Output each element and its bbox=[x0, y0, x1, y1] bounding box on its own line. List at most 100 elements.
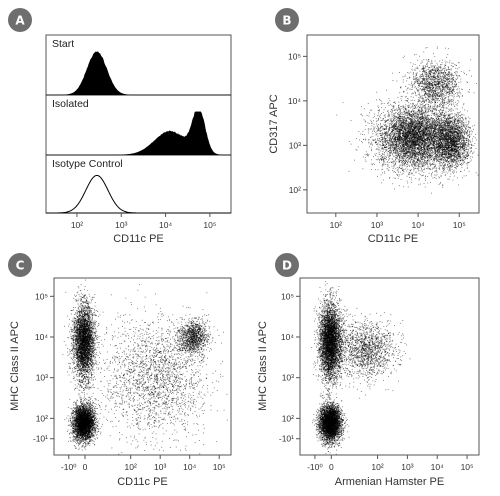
scatter-dot bbox=[397, 156, 398, 157]
scatter-dot bbox=[416, 166, 417, 167]
badge-b: B bbox=[275, 8, 299, 32]
scatter-dot bbox=[428, 106, 429, 107]
scatter-dot bbox=[392, 111, 393, 112]
scatter-dot bbox=[395, 109, 396, 110]
scatter-dot bbox=[432, 108, 433, 109]
scatter-dot bbox=[428, 158, 429, 159]
histogram-isolated bbox=[46, 112, 231, 155]
scatter-dot bbox=[426, 168, 427, 169]
panel-a-x-tick-label: 10⁵ bbox=[203, 220, 216, 230]
scatter-dot bbox=[379, 154, 380, 155]
scatter-dot bbox=[441, 102, 442, 103]
badge-c-label: C bbox=[16, 259, 25, 273]
scatter-dot bbox=[371, 169, 372, 170]
scatter-dot bbox=[444, 161, 445, 162]
scatter-dot bbox=[373, 127, 374, 128]
scatter-dot bbox=[389, 162, 390, 163]
scatter-dot bbox=[409, 166, 410, 167]
scatter-dot bbox=[343, 102, 344, 103]
scatter-dot bbox=[368, 154, 369, 155]
scatter-dot bbox=[415, 178, 416, 179]
scatter-dot bbox=[432, 153, 433, 154]
scatter-dot bbox=[436, 123, 437, 124]
scatter-dot bbox=[432, 151, 433, 152]
scatter-dot bbox=[427, 176, 428, 177]
scatter-dot bbox=[426, 125, 427, 126]
scatter-dot bbox=[445, 175, 446, 176]
histogram-start-label: Start bbox=[52, 38, 74, 50]
scatter-dot bbox=[478, 175, 479, 176]
scatter-dot bbox=[384, 131, 385, 132]
scatter-dot bbox=[378, 169, 379, 170]
scatter-dot bbox=[424, 119, 425, 120]
histogram-isotype-label: Isotype Control bbox=[52, 158, 123, 170]
scatter-dot bbox=[434, 175, 435, 176]
scatter-dot bbox=[433, 158, 434, 159]
scatter-dot bbox=[392, 170, 393, 171]
badge-c: C bbox=[8, 253, 32, 277]
scatter-dot bbox=[380, 151, 381, 152]
scatter-dot bbox=[379, 150, 380, 151]
scatter-dot bbox=[399, 114, 400, 115]
scatter-dot bbox=[402, 166, 403, 167]
scatter-dot bbox=[444, 162, 445, 163]
scatter-dot bbox=[411, 177, 412, 178]
scatter-dot bbox=[383, 149, 384, 150]
scatter-dot bbox=[431, 174, 432, 175]
scatter-dot bbox=[382, 169, 383, 170]
scatter-dot bbox=[385, 124, 386, 125]
scatter-dot bbox=[432, 169, 433, 170]
scatter-dot bbox=[398, 123, 399, 124]
scatter-dot bbox=[419, 173, 420, 174]
scatter-dot bbox=[405, 115, 406, 116]
histogram-start bbox=[46, 52, 231, 95]
scatter-dot bbox=[428, 159, 429, 160]
scatter-dot bbox=[384, 173, 385, 174]
scatter-dot bbox=[380, 100, 381, 101]
scatter-dot bbox=[437, 172, 438, 173]
scatter-dot bbox=[384, 156, 385, 157]
histogram-isotype-control bbox=[46, 175, 231, 213]
scatter-dot bbox=[371, 121, 372, 122]
scatter-dot bbox=[391, 150, 392, 151]
scatter-dot bbox=[375, 154, 376, 155]
scatter-dot bbox=[440, 93, 441, 94]
scatter-dot bbox=[401, 160, 402, 161]
scatter-dot bbox=[398, 172, 399, 173]
scatter-dot bbox=[371, 159, 372, 160]
scatter-dot bbox=[418, 158, 419, 159]
scatter-dot bbox=[336, 115, 337, 116]
scatter-dot bbox=[365, 140, 366, 141]
scatter-dot bbox=[426, 148, 427, 149]
scatter-dot bbox=[436, 108, 437, 109]
scatter-dot bbox=[384, 145, 385, 146]
scatter-dot bbox=[436, 122, 437, 123]
scatter-dot bbox=[381, 139, 382, 140]
scatter-dot bbox=[446, 167, 447, 168]
scatter-dot bbox=[393, 113, 394, 114]
badge-a: A bbox=[8, 8, 32, 32]
scatter-dot bbox=[434, 161, 435, 162]
scatter-dot bbox=[394, 110, 395, 111]
badge-a-label: A bbox=[15, 14, 25, 28]
scatter-dot bbox=[434, 166, 435, 167]
panel-a-x-tick-label: 10² bbox=[71, 220, 83, 230]
panel-b-dots bbox=[336, 46, 478, 193]
scatter-dot bbox=[409, 118, 410, 119]
scatter-dot bbox=[388, 110, 389, 111]
scatter-dot bbox=[400, 172, 401, 173]
scatter-dot bbox=[399, 176, 400, 177]
scatter-dot bbox=[428, 167, 429, 168]
scatter-dot bbox=[395, 163, 396, 164]
scatter-dot bbox=[393, 152, 394, 153]
scatter-dot bbox=[427, 164, 428, 165]
scatter-dot bbox=[426, 113, 427, 114]
scatter-dot bbox=[392, 123, 393, 124]
scatter-dot bbox=[405, 169, 406, 170]
scatter-dot bbox=[358, 131, 359, 132]
panel-a-x-tick-label: 10³ bbox=[115, 220, 127, 230]
scatter-dot bbox=[427, 116, 428, 117]
scatter-dot bbox=[431, 115, 432, 116]
